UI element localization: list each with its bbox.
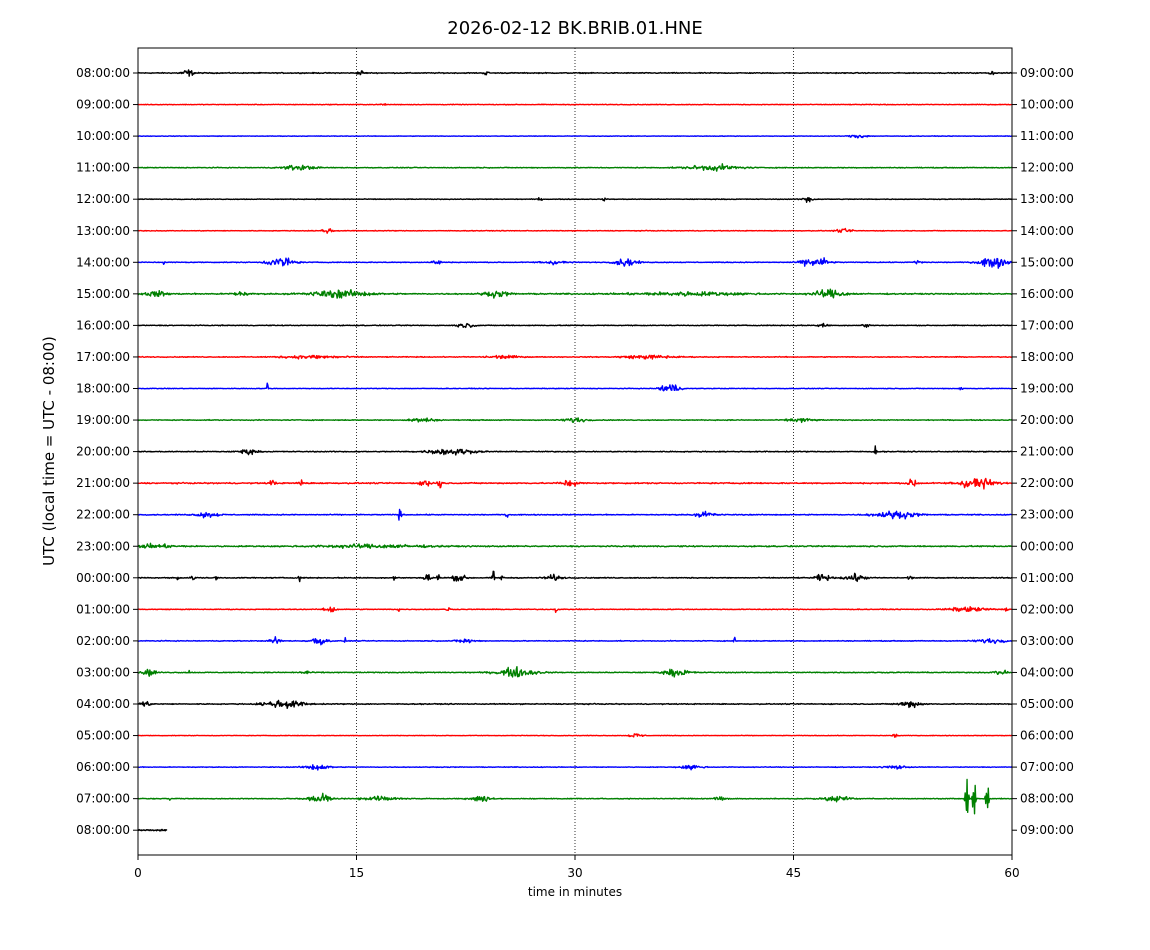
y-tick-label-utc: 09:00:00 bbox=[76, 98, 130, 112]
y-tick-label-utc: 23:00:00 bbox=[76, 539, 130, 553]
y-tick-label-utc: 17:00:00 bbox=[76, 350, 130, 364]
y-tick-label-utc: 06:00:00 bbox=[76, 760, 130, 774]
seismic-trace bbox=[137, 382, 1013, 392]
seismic-trace bbox=[137, 134, 1013, 139]
y-tick-label-local: 19:00:00 bbox=[1020, 382, 1074, 396]
y-tick-label-utc: 13:00:00 bbox=[76, 224, 130, 238]
y-tick-label-local: 13:00:00 bbox=[1020, 192, 1074, 206]
y-tick-label-utc: 16:00:00 bbox=[76, 318, 130, 332]
seismic-trace bbox=[137, 764, 1013, 771]
x-tick-label: 60 bbox=[1004, 866, 1019, 880]
plot-frame bbox=[137, 47, 1013, 856]
seismic-trace bbox=[137, 257, 1013, 269]
x-tick-label: 45 bbox=[786, 866, 801, 880]
grid-layer bbox=[356, 48, 794, 855]
y-tick-label-utc: 08:00:00 bbox=[76, 823, 130, 837]
y-tick-label-local: 05:00:00 bbox=[1020, 697, 1074, 711]
y-tick-label-local: 04:00:00 bbox=[1020, 665, 1074, 679]
y-tick-label-local: 20:00:00 bbox=[1020, 413, 1074, 427]
y-tick-label-utc: 21:00:00 bbox=[76, 476, 130, 490]
seismic-trace bbox=[137, 542, 1013, 549]
seismic-trace bbox=[137, 163, 1013, 172]
seismic-trace bbox=[137, 570, 1013, 583]
y-axis-label: UTC (local time = UTC - 08:00) bbox=[40, 336, 58, 566]
seismic-trace bbox=[137, 699, 1013, 710]
tick-layer: 0 15 30 45 60 08:00:00 09:00:00 09:00:00 10:00:0… bbox=[76, 66, 1074, 880]
seismic-trace bbox=[137, 477, 1013, 490]
y-tick-label-local: 00:00:00 bbox=[1020, 539, 1074, 553]
y-tick-label-local: 14:00:00 bbox=[1020, 224, 1074, 238]
seismic-trace bbox=[137, 778, 1013, 815]
seismic-trace bbox=[137, 828, 168, 832]
y-tick-label-utc: 01:00:00 bbox=[76, 602, 130, 616]
y-tick-label-utc: 22:00:00 bbox=[76, 508, 130, 522]
y-tick-label-local: 15:00:00 bbox=[1020, 255, 1074, 269]
seismic-trace bbox=[137, 227, 1013, 234]
y-tick-label-utc: 00:00:00 bbox=[76, 571, 130, 585]
y-tick-label-local: 21:00:00 bbox=[1020, 445, 1074, 459]
y-tick-label-utc: 07:00:00 bbox=[76, 792, 130, 806]
y-tick-label-local: 01:00:00 bbox=[1020, 571, 1074, 585]
y-tick-label-local: 08:00:00 bbox=[1020, 792, 1074, 806]
y-tick-label-utc: 03:00:00 bbox=[76, 665, 130, 679]
seismic-trace bbox=[137, 322, 1013, 329]
y-tick-label-utc: 12:00:00 bbox=[76, 192, 130, 206]
y-tick-label-utc: 20:00:00 bbox=[76, 445, 130, 459]
y-tick-label-local: 16:00:00 bbox=[1020, 287, 1074, 301]
y-tick-label-local: 23:00:00 bbox=[1020, 508, 1074, 522]
y-tick-label-utc: 02:00:00 bbox=[76, 634, 130, 648]
y-tick-label-utc: 15:00:00 bbox=[76, 287, 130, 301]
y-tick-label-local: 09:00:00 bbox=[1020, 66, 1074, 80]
y-tick-label-local: 22:00:00 bbox=[1020, 476, 1074, 490]
seismic-trace bbox=[137, 69, 1013, 77]
y-tick-label-local: 11:00:00 bbox=[1020, 129, 1074, 143]
y-tick-label-utc: 18:00:00 bbox=[76, 382, 130, 396]
y-tick-label-local: 18:00:00 bbox=[1020, 350, 1074, 364]
y-tick-label-local: 02:00:00 bbox=[1020, 602, 1074, 616]
x-axis-label: time in minutes bbox=[528, 885, 622, 899]
seismic-trace bbox=[137, 445, 1013, 456]
y-tick-label-local: 07:00:00 bbox=[1020, 760, 1074, 774]
x-tick-label: 15 bbox=[349, 866, 364, 880]
y-tick-label-local: 10:00:00 bbox=[1020, 98, 1074, 112]
y-tick-label-utc: 14:00:00 bbox=[76, 255, 130, 269]
y-tick-label-utc: 04:00:00 bbox=[76, 697, 130, 711]
seismic-trace bbox=[137, 636, 1013, 646]
seismic-trace bbox=[137, 508, 1013, 521]
y-tick-label-utc: 11:00:00 bbox=[76, 161, 130, 175]
y-tick-label-utc: 10:00:00 bbox=[76, 129, 130, 143]
y-tick-label-utc: 08:00:00 bbox=[76, 66, 130, 80]
seismic-trace bbox=[137, 103, 1013, 106]
seismic-trace bbox=[137, 354, 1013, 360]
seismic-trace bbox=[137, 417, 1013, 424]
seismic-trace bbox=[137, 196, 1013, 203]
seismic-trace bbox=[137, 666, 1013, 678]
seismic-trace bbox=[137, 605, 1013, 614]
y-tick-label-local: 09:00:00 bbox=[1020, 823, 1074, 837]
y-tick-label-local: 06:00:00 bbox=[1020, 729, 1074, 743]
seismic-trace bbox=[137, 288, 1013, 299]
y-tick-label-local: 03:00:00 bbox=[1020, 634, 1074, 648]
x-tick-label: 0 bbox=[134, 866, 142, 880]
y-tick-label-utc: 19:00:00 bbox=[76, 413, 130, 427]
y-tick-label-local: 17:00:00 bbox=[1020, 318, 1074, 332]
trace-layer bbox=[137, 69, 1013, 832]
y-tick-label-local: 12:00:00 bbox=[1020, 161, 1074, 175]
seismic-trace bbox=[137, 733, 1013, 738]
y-tick-label-utc: 05:00:00 bbox=[76, 729, 130, 743]
x-tick-label: 30 bbox=[567, 866, 582, 880]
chart-title: 2026-02-12 BK.BRIB.01.HNE bbox=[447, 18, 702, 39]
